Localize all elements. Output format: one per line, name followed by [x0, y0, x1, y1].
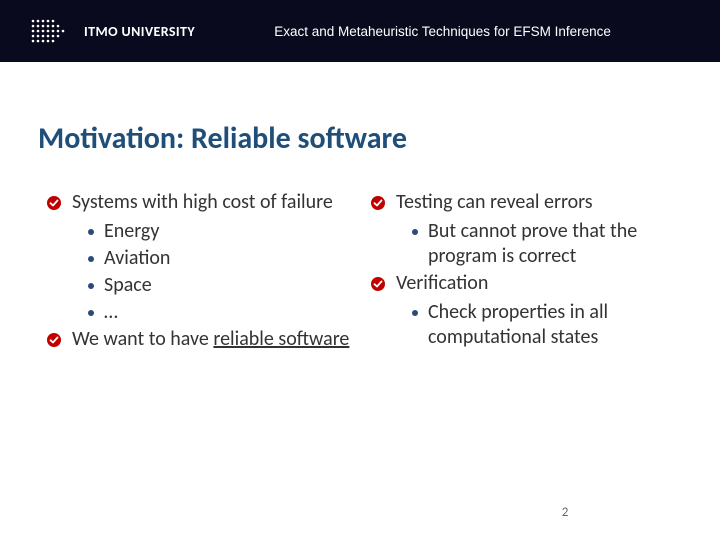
check-circle-icon	[46, 195, 62, 211]
right-column: Testing can reveal errors But cannot prov…	[370, 190, 674, 356]
sub-list-item: Check properties in all computational st…	[410, 300, 674, 350]
bullet-icon	[88, 310, 94, 316]
sub-list-item: Space	[86, 273, 350, 298]
bullet-icon	[412, 310, 418, 316]
sub-list-item: But cannot prove that the program is cor…	[410, 219, 674, 269]
slide-title: Motivation: Reliable software	[38, 120, 407, 157]
presentation-title: Exact and Metaheuristic Techniques for E…	[195, 24, 690, 39]
sub-list: But cannot prove that the program is cor…	[410, 219, 674, 269]
list-item: Testing can reveal errors	[370, 190, 674, 215]
page-number: 2	[0, 505, 720, 520]
list-item-text: Systems with high cost of failure	[72, 190, 333, 215]
check-circle-icon	[370, 276, 386, 292]
logo: ITMO UNIVERSITY	[30, 18, 195, 44]
list-item-text: Verification	[396, 271, 488, 296]
sub-list-item-text: But cannot prove that the program is cor…	[428, 219, 674, 269]
left-column: Systems with high cost of failure EnergyA…	[46, 190, 350, 356]
logo-text: ITMO UNIVERSITY	[84, 23, 195, 40]
bullet-icon	[88, 256, 94, 262]
logo-dots-icon	[30, 18, 74, 44]
header-bar: ITMO UNIVERSITY Exact and Metaheuristic …	[0, 0, 720, 62]
sub-list-item-text: Check properties in all computational st…	[428, 300, 674, 350]
list-item-text: Testing can reveal errors	[396, 190, 593, 215]
check-circle-icon	[370, 195, 386, 211]
bullet-icon	[88, 283, 94, 289]
sub-list-item-text: Aviation	[104, 246, 170, 271]
sub-list-item-text: Space	[104, 273, 152, 298]
slide: ITMO UNIVERSITY Exact and Metaheuristic …	[0, 0, 720, 540]
sub-list-item: Aviation	[86, 246, 350, 271]
list-item: We want to have reliable software	[46, 327, 350, 352]
list-item: Systems with high cost of failure	[46, 190, 350, 215]
list-item-text: We want to have reliable software	[72, 327, 349, 352]
list-item: Verification	[370, 271, 674, 296]
sub-list-item-text: …	[104, 300, 118, 325]
sub-list: EnergyAviationSpace…	[86, 219, 350, 325]
sub-list-item: Energy	[86, 219, 350, 244]
sub-list-item-text: Energy	[104, 219, 159, 244]
bullet-icon	[412, 229, 418, 235]
content-area: Systems with high cost of failure EnergyA…	[46, 190, 674, 356]
check-circle-icon	[46, 332, 62, 348]
sub-list-item: …	[86, 300, 350, 325]
bullet-icon	[88, 229, 94, 235]
sub-list: Check properties in all computational st…	[410, 300, 674, 350]
